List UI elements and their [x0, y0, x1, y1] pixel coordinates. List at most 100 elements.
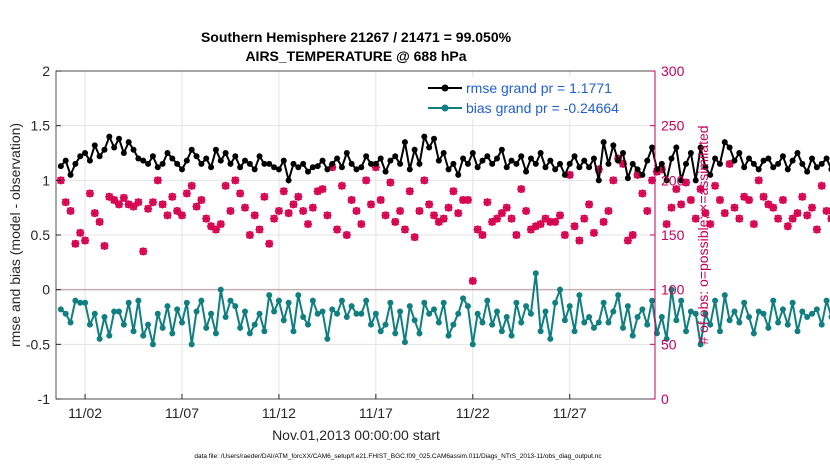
- bias-point: [169, 330, 176, 337]
- bias-series: [57, 270, 830, 348]
- bias-point: [368, 321, 375, 328]
- bias-point: [683, 328, 690, 335]
- legend-bias-label: bias grand pr = -0.24664: [466, 100, 619, 116]
- x-tick-label-4: 11/22: [456, 405, 490, 421]
- obs-assimilated-point: [105, 192, 114, 201]
- bias-point: [624, 303, 631, 310]
- bias-point: [261, 328, 268, 335]
- bias-point: [280, 317, 287, 324]
- left-tick-label-6: 2: [42, 63, 50, 79]
- obs-assimilated-point: [352, 206, 361, 215]
- obs-assimilated-point: [594, 165, 603, 174]
- obs-assimilated-point: [706, 220, 715, 229]
- rmse-point: [595, 177, 602, 184]
- obs-assimilated-point: [202, 214, 211, 223]
- obs-assimilated-point: [512, 231, 521, 239]
- rmse-point: [809, 155, 816, 162]
- bias-point: [687, 308, 694, 315]
- footer-data-file: data file: /Users/raeder/DAI/ATM_forcXX/…: [194, 453, 602, 460]
- rmse-point: [649, 144, 656, 151]
- rmse-point: [760, 157, 767, 164]
- obs-assimilated-point: [434, 217, 443, 226]
- obs-assimilated-point: [778, 196, 787, 205]
- bias-point: [741, 299, 748, 306]
- obs-assimilated-point: [299, 206, 308, 215]
- bias-point: [285, 299, 292, 306]
- rmse-point: [130, 146, 137, 153]
- obs-assimilated-point: [449, 187, 458, 196]
- obs-assimilated-point: [90, 209, 99, 218]
- rmse-point: [232, 153, 239, 160]
- rmse-point: [242, 157, 249, 164]
- rmse-point: [537, 150, 544, 156]
- rmse-point: [329, 160, 336, 167]
- left-axis: -1 -0.5 0 0.5 1 1.5 2: [26, 63, 61, 407]
- obs-assimilated-point: [226, 206, 235, 215]
- obs-assimilated-point: [396, 206, 405, 215]
- bias-point: [217, 286, 224, 293]
- bias-point: [750, 330, 757, 337]
- chart-subtitle: AIRS_TEMPERATURE @ 688 hPa: [245, 48, 466, 64]
- obs-assimilated-point: [318, 185, 327, 194]
- rmse-series: [57, 133, 830, 185]
- bias-point: [251, 321, 258, 328]
- rmse-point: [256, 153, 263, 160]
- rmse-point: [101, 146, 108, 153]
- obs-assimilated-point: [585, 200, 594, 209]
- rmse-point: [707, 171, 714, 178]
- bias-point: [411, 317, 418, 324]
- bias-point: [246, 330, 253, 337]
- rmse-point: [217, 157, 224, 164]
- rmse-point: [426, 144, 433, 151]
- obs-assimilated-point: [808, 203, 817, 212]
- bias-point: [62, 310, 69, 317]
- obs-assimilated-point: [323, 211, 332, 220]
- chart-title: Southern Hemisphere 21267 / 21471 = 99.0…: [201, 29, 512, 45]
- obs-assimilated-point: [691, 214, 700, 223]
- rmse-point: [784, 166, 791, 173]
- obs-assimilated-point: [342, 231, 351, 239]
- rmse-point: [658, 160, 665, 167]
- bias-point: [503, 314, 510, 320]
- obs-assimilated-point: [337, 181, 346, 190]
- bias-point: [566, 303, 573, 310]
- rmse-point: [620, 150, 627, 156]
- rmse-point: [314, 163, 321, 170]
- obs-assimilated-point: [793, 209, 802, 218]
- bias-point: [203, 324, 210, 331]
- bias-point: [319, 308, 326, 315]
- bias-point: [639, 306, 646, 313]
- obs-assimilated-point: [153, 176, 162, 185]
- rmse-point: [261, 160, 268, 167]
- bias-point: [242, 308, 249, 315]
- rmse-point: [813, 164, 820, 171]
- bias-point: [72, 297, 79, 304]
- obs-assimilated-point: [362, 176, 371, 185]
- obs-assimilated-point: [221, 181, 230, 190]
- rmse-point: [513, 160, 520, 167]
- rmse-point: [484, 153, 491, 160]
- rmse-point: [469, 150, 476, 156]
- obs-assimilated-point: [294, 192, 303, 201]
- obs-assimilated-point: [250, 211, 259, 220]
- rmse-point: [741, 164, 748, 171]
- bias-point: [707, 321, 714, 328]
- bias-point: [406, 303, 413, 310]
- obs-assimilated-point: [526, 225, 535, 234]
- bias-point: [644, 321, 651, 328]
- obs-assimilated-point: [255, 225, 264, 234]
- bias-point: [193, 308, 200, 315]
- obs-assimilated-point: [236, 189, 245, 198]
- obs-assimilated-point: [682, 178, 691, 187]
- obs-assimilated-point: [531, 222, 540, 231]
- x-axis: 11/02 11/07 11/12 11/17 11/22 11/27: [68, 394, 587, 421]
- bias-point: [716, 328, 723, 335]
- bias-point: [789, 299, 796, 306]
- obs-assimilated-point: [657, 165, 666, 174]
- obs-assimilated-point: [405, 187, 414, 196]
- rmse-point: [527, 155, 534, 162]
- obs-assimilated-point: [609, 176, 618, 185]
- bias-point: [256, 310, 263, 317]
- obs-assimilated-point: [454, 209, 463, 218]
